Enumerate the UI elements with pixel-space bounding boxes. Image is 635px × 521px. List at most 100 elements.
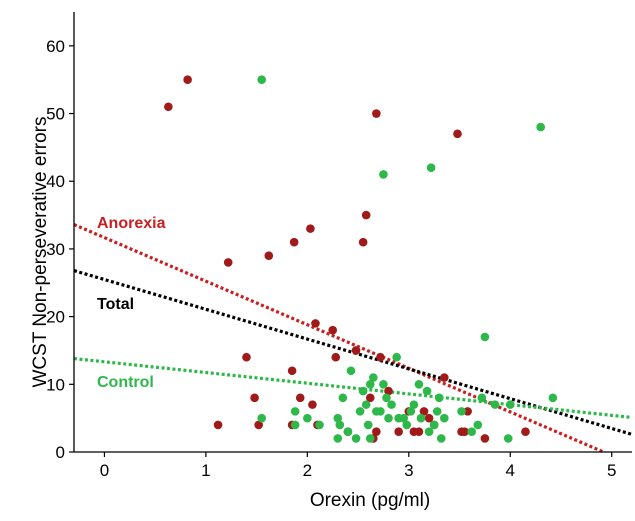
point-anorexia (394, 427, 403, 436)
point-control (416, 413, 426, 423)
point-control (536, 122, 545, 132)
point-anorexia (372, 109, 381, 118)
point-control (338, 393, 348, 403)
series-label-control: Control (97, 374, 154, 391)
point-anorexia (414, 427, 424, 436)
trendline-anorexia (73, 223, 605, 454)
point-control (409, 400, 419, 409)
point-control (315, 420, 324, 430)
point-anorexia (365, 393, 375, 403)
point-anorexia (480, 434, 490, 443)
x-tick-label: 2 (303, 461, 312, 480)
point-control (414, 380, 424, 389)
y-tick-label: 60 (46, 37, 65, 56)
point-control (358, 386, 368, 396)
point-anorexia (242, 352, 251, 362)
point-anorexia (289, 237, 299, 247)
point-control (333, 434, 343, 443)
y-tick-label: 50 (46, 105, 65, 124)
point-control (379, 380, 388, 389)
point-control (384, 413, 393, 423)
point-anorexia (384, 386, 393, 396)
point-anorexia (250, 393, 259, 403)
point-control (355, 407, 365, 416)
y-tick-label: 40 (46, 172, 65, 191)
y-axis-title: WCST Non-perseverative errors (30, 116, 51, 387)
point-anorexia (521, 427, 530, 436)
point-anorexia (372, 427, 381, 436)
point-control (432, 407, 442, 416)
point-control (429, 420, 439, 430)
y-tick-label: 0 (56, 443, 65, 462)
y-tick-label: 30 (46, 240, 65, 259)
point-control (346, 366, 356, 376)
point-control (402, 420, 412, 430)
point-control (368, 373, 378, 382)
point-anorexia (306, 224, 315, 233)
point-control (343, 427, 353, 436)
trendline-control (73, 356, 633, 420)
point-control (376, 407, 385, 416)
point-control (365, 434, 375, 443)
point-anorexia (460, 427, 469, 436)
point-control (303, 413, 312, 423)
point-control (490, 400, 500, 409)
point-control (257, 413, 266, 423)
point-anorexia (424, 413, 434, 423)
point-anorexia (358, 237, 368, 247)
point-anorexia (213, 420, 223, 430)
point-control (335, 420, 345, 430)
point-control (424, 427, 434, 436)
point-control (351, 434, 361, 443)
point-control (436, 434, 446, 443)
point-anorexia (440, 373, 449, 382)
point-control (365, 380, 375, 389)
point-control (422, 386, 432, 396)
point-anorexia (183, 75, 192, 84)
point-anorexia (351, 346, 361, 355)
point-control (457, 407, 466, 416)
point-anorexia (264, 251, 274, 260)
point-anorexia (361, 210, 371, 220)
x-tick-label: 3 (404, 461, 413, 480)
x-axis-title: Orexin (pg/ml) (310, 490, 430, 511)
series-label-total: Total (97, 296, 134, 313)
points-layer (164, 75, 558, 443)
x-tick-label: 1 (201, 461, 210, 480)
series-label-anorexia: Anorexia (97, 215, 166, 232)
point-control (392, 352, 401, 362)
point-control (399, 413, 409, 423)
point-anorexia (331, 352, 341, 362)
point-control (434, 393, 444, 403)
point-anorexia (308, 400, 317, 409)
point-anorexia (287, 366, 297, 376)
point-control (548, 393, 558, 403)
point-control (333, 413, 343, 423)
point-control (440, 413, 449, 423)
point-control (290, 420, 300, 430)
point-control (363, 420, 373, 430)
point-anorexia (295, 393, 305, 403)
point-anorexia (328, 325, 338, 335)
point-anorexia (223, 258, 233, 267)
point-control (473, 420, 483, 430)
axes-layer (73, 12, 632, 453)
point-control (477, 393, 487, 403)
point-anorexia (311, 319, 320, 328)
y-tick-label: 10 (46, 375, 65, 394)
point-control (503, 434, 513, 443)
point-anorexia (419, 407, 429, 416)
trendline-layer (73, 223, 633, 454)
series-labels: Anorexia Total Control (97, 215, 166, 391)
y-tick-label: 20 (46, 308, 65, 327)
x-tick-label: 5 (607, 461, 616, 480)
point-control (379, 170, 388, 179)
point-control (382, 393, 391, 403)
point-control (426, 163, 436, 172)
point-anorexia (164, 102, 173, 112)
point-anorexia (453, 129, 462, 139)
point-control (505, 400, 515, 409)
point-control (406, 407, 416, 416)
